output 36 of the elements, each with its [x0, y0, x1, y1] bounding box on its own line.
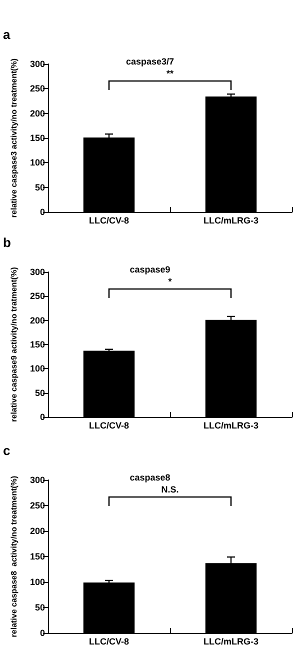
text: c [3, 443, 10, 458]
x-tick-label: LLC/CV-8 [88, 420, 130, 430]
y-tick-label: 50 [34, 388, 45, 398]
y-axis-title: relative caspase9 activity/no tratment(%) [10, 266, 18, 422]
y-tick-label: 200 [30, 315, 45, 326]
text: a [3, 27, 11, 42]
y-tick-label: 300 [30, 475, 45, 485]
y-tick-label: 100 [30, 577, 45, 587]
y-tick-label: 50 [34, 602, 45, 612]
y-tick-label: 300 [30, 267, 45, 277]
annotation: ** [166, 68, 174, 78]
y-tick-label: 200 [30, 108, 45, 118]
x-tick-label: LLC/CV-8 [88, 636, 130, 646]
chart-title: caspase8 [130, 472, 170, 482]
annotation: N.S. [161, 484, 179, 494]
x-tick-label: LLC/mLRG-3 [204, 420, 258, 430]
text: b [3, 235, 11, 250]
y-tick-label: 100 [30, 158, 45, 168]
chart-title: caspase9 [130, 264, 170, 274]
y-tick-label: 100 [30, 364, 45, 374]
y-axis-title: relative caspase3 activity/no treatment(%) [10, 58, 18, 218]
x-tick-label: LLC/mLRG-3 [204, 636, 258, 646]
x-tick-label: LLC/mLRG-3 [204, 216, 258, 226]
y-tick-label: 150 [30, 133, 45, 143]
y-tick-label: 200 [30, 526, 45, 536]
y-tick-label: 250 [30, 291, 45, 302]
y-tick-label: 150 [30, 552, 45, 562]
y-tick-label: 250 [30, 500, 45, 510]
y-tick-label: 300 [30, 59, 45, 69]
y-tick-label: 150 [30, 340, 45, 350]
chart-title: caspase3/7 [126, 56, 174, 66]
annotation: * [168, 276, 172, 286]
y-tick-label: 50 [34, 182, 45, 192]
y-tick-label: 250 [30, 84, 45, 94]
y-axis-title: relative caspase8 activity/no treatment(%) [10, 475, 18, 638]
x-tick-label: LLC/CV-8 [88, 216, 130, 226]
